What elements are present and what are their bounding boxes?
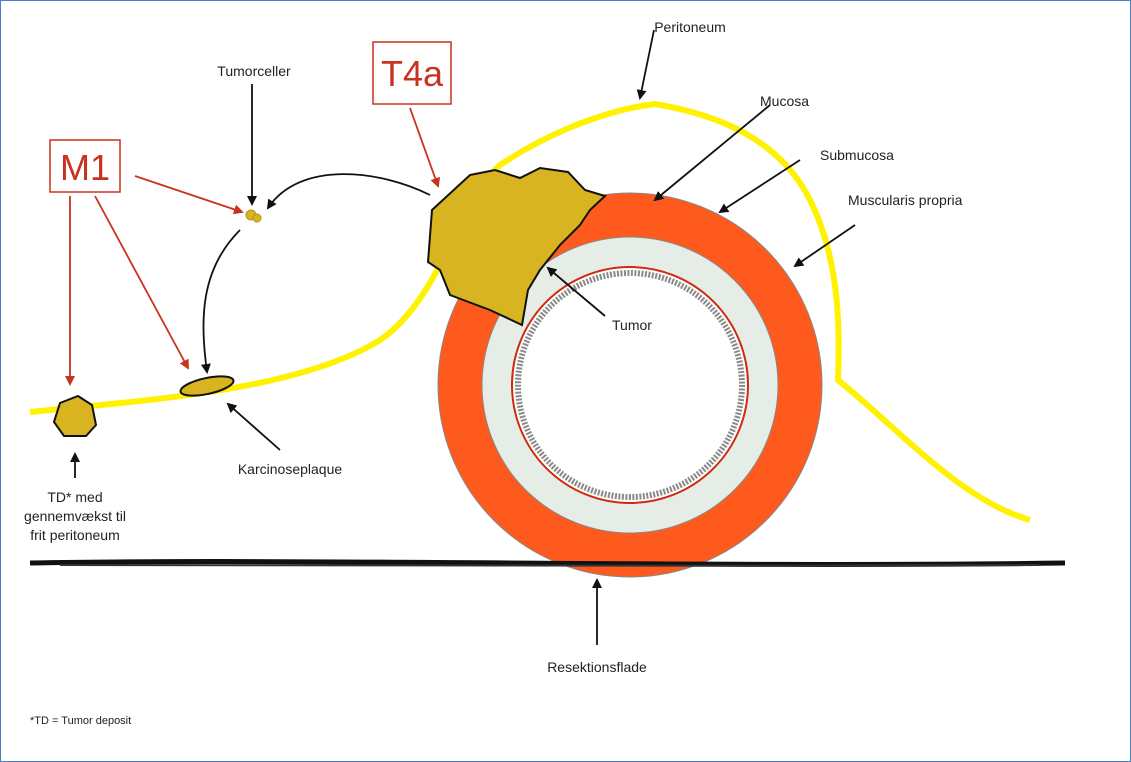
label: Submucosa <box>820 147 894 163</box>
label: Tumorceller <box>217 63 291 79</box>
label: frit peritoneum <box>30 527 119 543</box>
resection-line <box>30 562 1065 565</box>
label: Resektionsflade <box>547 659 647 675</box>
label: TD* med <box>47 489 102 505</box>
label: Peritoneum <box>654 19 726 35</box>
t4a-label: T4a <box>381 53 444 94</box>
label: Mucosa <box>760 93 809 109</box>
label: Muscularis propria <box>848 192 963 208</box>
label: Tumor <box>612 317 652 333</box>
tumor-cells <box>253 214 261 222</box>
m1-label: M1 <box>60 147 110 188</box>
label: Karcinoseplaque <box>238 461 343 477</box>
footnote: *TD = Tumor deposit <box>30 715 131 727</box>
diagram: T4a M1 Peritoneum Mucosa Submucosa Muscu… <box>0 0 1131 762</box>
mucosa-layer <box>518 273 742 497</box>
label: gennemvækst til <box>24 508 126 524</box>
